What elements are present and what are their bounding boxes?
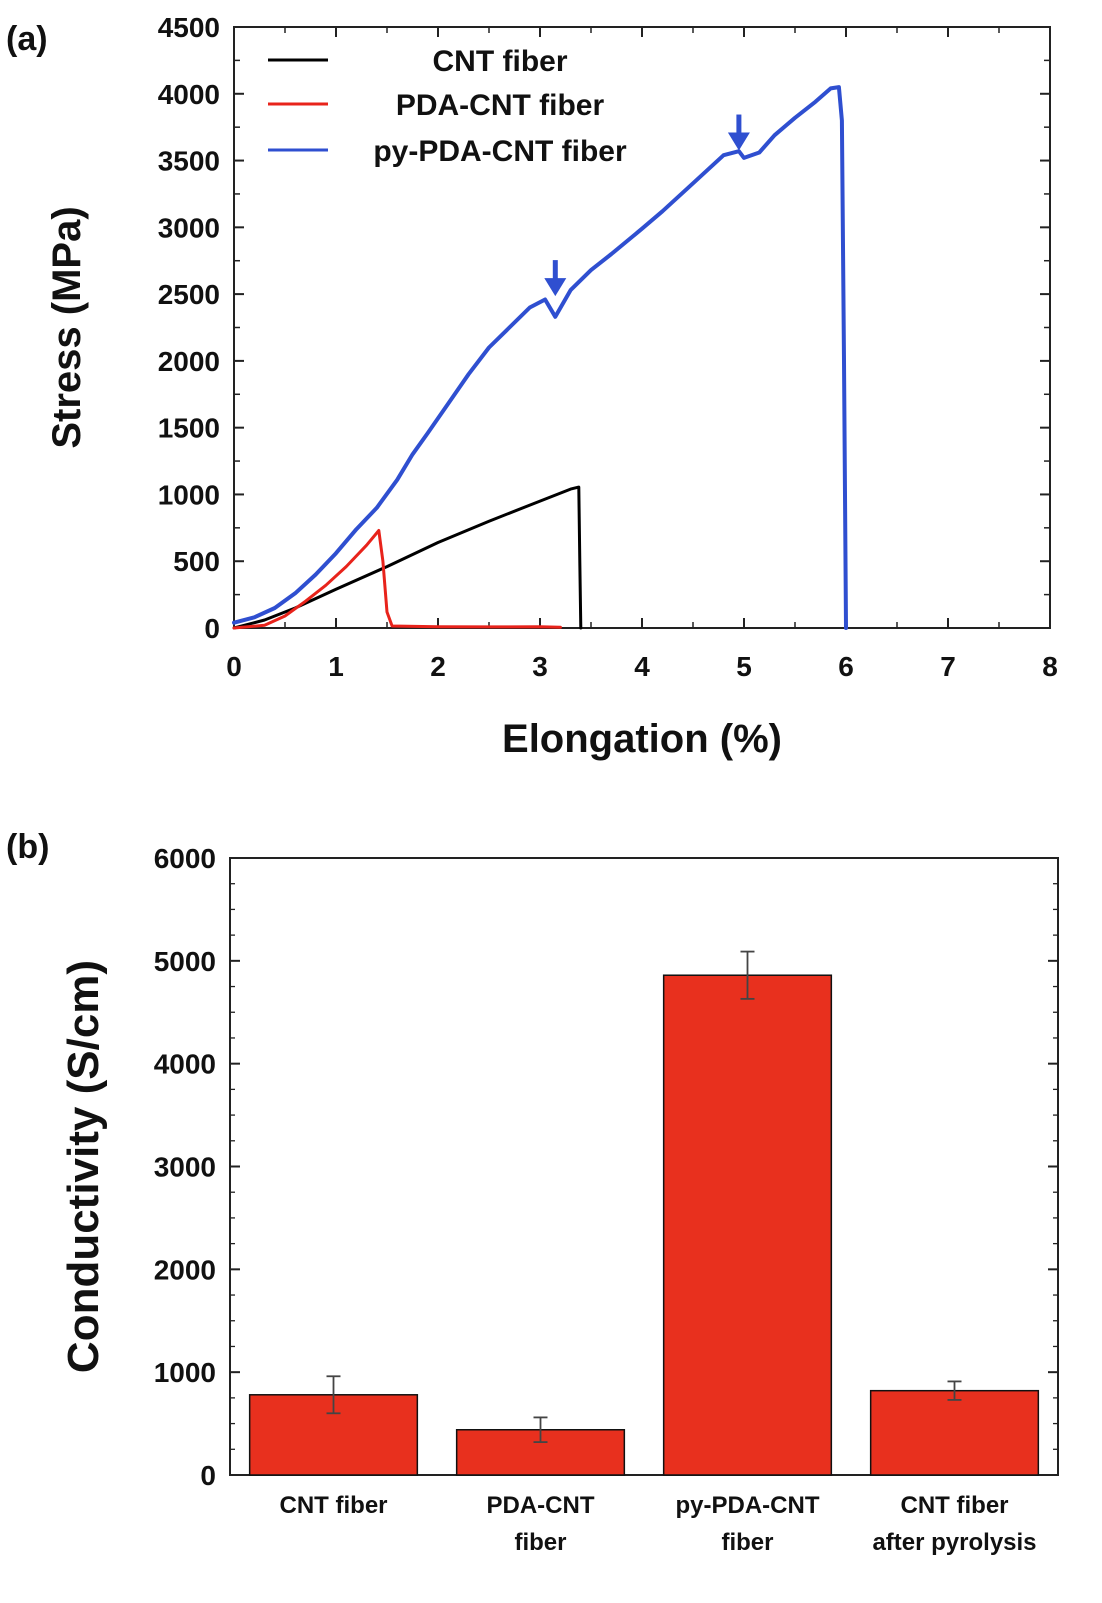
y-tick-label-b: 1000	[154, 1357, 216, 1388]
ticks-a: 0 1 2 3 4 5 6 7 8 0 500 1000 1500 2000 2500 3000 3500 400…	[158, 12, 1058, 682]
category-labels-b: CNT fiber PDA-CNT fiber py-PDA-CNT fiber CNT …	[280, 1492, 1037, 1556]
y-tick-label-b: 5000	[154, 946, 216, 977]
category-label-1: fiber	[514, 1529, 566, 1556]
x-tick-label-a: 8	[1042, 651, 1058, 682]
y-tick-label-a: 3000	[158, 212, 220, 243]
legend-a: CNT fiber PDA-CNT fiber py-PDA-CNT fiber	[268, 45, 627, 168]
category-label-3: after pyrolysis	[872, 1529, 1036, 1556]
ticks-b: 0 1000 2000 3000 4000 5000 6000	[154, 843, 1058, 1491]
y-tick-label-a: 0	[204, 613, 220, 644]
bar-2	[662, 974, 833, 1476]
y-tick-label-a: 2500	[158, 279, 220, 310]
category-label-2: fiber	[721, 1529, 773, 1556]
conductivity-chart: 0 1000 2000 3000 4000 5000 6000 CNT fiber PDA-C…	[59, 843, 1059, 1556]
y-tick-label-a: 4000	[158, 79, 220, 110]
arrow-head-0	[544, 278, 567, 297]
plot-frame-a	[233, 26, 1051, 629]
series-line-2	[232, 85, 848, 630]
arrows-a	[544, 114, 750, 297]
category-label-2: py-PDA-CNT	[676, 1492, 820, 1519]
bar-3	[869, 1389, 1040, 1476]
series-line-1	[232, 529, 562, 630]
category-label-1: PDA-CNT	[487, 1492, 595, 1519]
x-axis-title-a: Elongation (%)	[502, 717, 782, 761]
plot-frame-b	[229, 857, 1059, 1476]
y-axis-title-b: Conductivity (S/cm)	[59, 960, 108, 1373]
legend-label-0: CNT fiber	[433, 45, 568, 78]
panel-a-label: (a)	[6, 20, 48, 58]
series-group-a	[232, 85, 848, 630]
y-tick-label-b: 0	[200, 1460, 216, 1491]
y-tick-label-b: 4000	[154, 1049, 216, 1080]
panel-b-label: (b)	[6, 828, 49, 866]
x-tick-label-a: 3	[532, 651, 548, 682]
y-tick-label-a: 1000	[158, 479, 220, 510]
x-tick-label-a: 1	[328, 651, 344, 682]
category-label-3: CNT fiber	[901, 1492, 1009, 1519]
y-tick-label-a: 1500	[158, 413, 220, 444]
y-tick-label-a: 4500	[158, 12, 220, 43]
y-tick-label-a: 500	[173, 546, 220, 577]
arrow-head-1	[727, 132, 750, 151]
y-axis-title-a: Stress (MPa)	[45, 206, 89, 448]
series-line-0	[232, 485, 583, 630]
y-tick-label-b: 6000	[154, 843, 216, 874]
y-tick-label-b: 2000	[154, 1254, 216, 1285]
legend-label-2: py-PDA-CNT fiber	[373, 135, 627, 168]
bars-b	[248, 950, 1040, 1476]
x-tick-label-a: 2	[430, 651, 446, 682]
legend-label-1: PDA-CNT fiber	[396, 89, 605, 122]
x-tick-label-a: 6	[838, 651, 854, 682]
x-tick-label-a: 7	[940, 651, 956, 682]
x-tick-label-a: 5	[736, 651, 752, 682]
y-tick-label-b: 3000	[154, 1152, 216, 1183]
y-tick-label-a: 3500	[158, 146, 220, 177]
category-label-0: CNT fiber	[280, 1492, 388, 1519]
y-tick-label-a: 2000	[158, 346, 220, 377]
x-tick-label-a: 0	[226, 651, 242, 682]
x-tick-label-a: 4	[634, 651, 650, 682]
stress-strain-chart: 0 1 2 3 4 5 6 7 8 0 500 1000 1500 2000 2500 3000 3500 400…	[45, 12, 1058, 761]
